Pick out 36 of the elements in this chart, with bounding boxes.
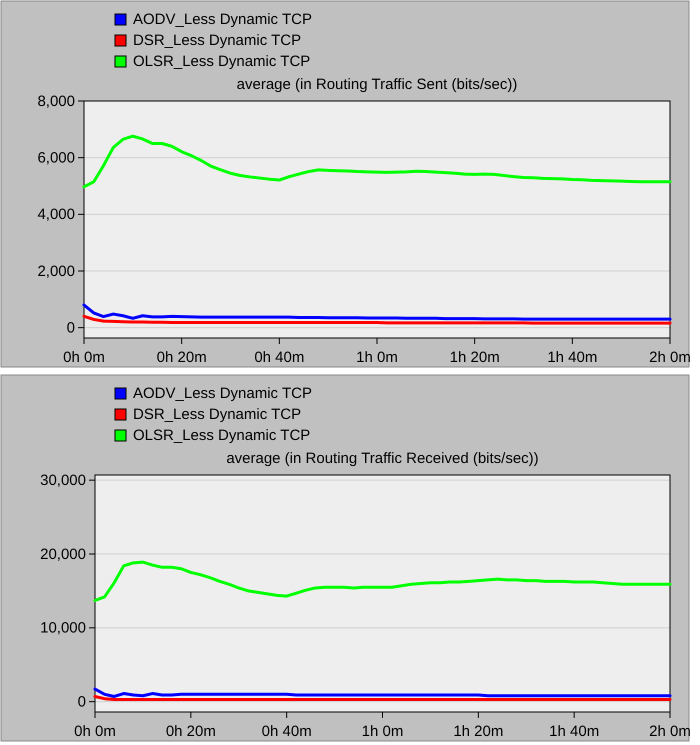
legend-label: OLSR_Less Dynamic TCP (133, 427, 310, 444)
x-tick-label: 1h 0m (362, 723, 404, 740)
y-tick-label: 4,000 (37, 206, 75, 224)
x-tick-label: 2h 0m (649, 723, 691, 740)
legend-label: OLSR_Less Dynamic TCP (133, 53, 310, 70)
x-tick-label: 0h 0m (74, 723, 116, 740)
x-tick-label: 0h 20m (156, 349, 207, 366)
chart-title: average (in Routing Traffic Received (bits/sec)) (226, 450, 539, 467)
y-tick-label: 30,000 (40, 472, 86, 489)
line-series (82, 303, 672, 321)
legend-label: DSR_Less Dynamic TCP (133, 406, 302, 423)
x-tick-label: 0h 40m (262, 723, 312, 740)
x-tick-label: 0h 20m (166, 723, 216, 740)
line-series (94, 560, 672, 602)
x-tick-label: 1h 40m (549, 723, 600, 740)
y-tick-label: 8,000 (37, 92, 75, 110)
x-tick-label: 0h 0m (63, 349, 105, 366)
line-series (82, 134, 672, 188)
y-tick-label: 0 (78, 693, 86, 710)
y-tick-label: 20,000 (40, 546, 86, 563)
x-tick-label: 1h 40m (547, 349, 598, 366)
x-tick-label: 1h 20m (453, 723, 504, 740)
y-tick-label: 6,000 (37, 149, 75, 166)
y-tick-label: 0 (66, 319, 75, 336)
x-tick-label: 1h 20m (450, 349, 500, 366)
x-tick-label: 1h 0m (356, 349, 398, 366)
y-tick-label: 10,000 (40, 620, 86, 637)
legend-label: AODV_Less Dynamic TCP (133, 11, 312, 28)
legend-label: DSR_Less Dynamic TCP (133, 32, 302, 49)
y-tick-label: 2,000 (37, 262, 75, 280)
x-tick-label: 2h 0m (649, 349, 691, 366)
x-tick-label: 0h 40m (254, 349, 304, 366)
legend-label: AODV_Less Dynamic TCP (133, 385, 312, 402)
line-series (82, 314, 672, 325)
line-series (94, 688, 672, 698)
chart-title: average (in Routing Traffic Sent (bits/sec)) (236, 76, 518, 93)
